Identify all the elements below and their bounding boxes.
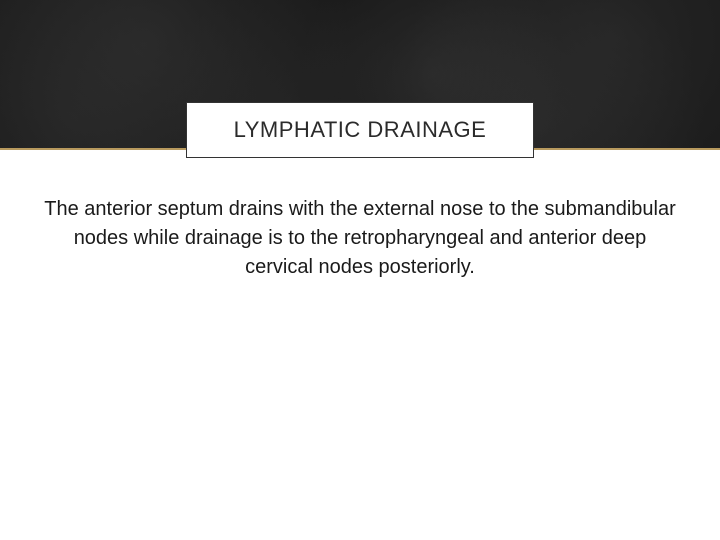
slide-title: LYMPHATIC DRAINAGE	[234, 117, 487, 143]
body-paragraph: The anterior septum drains with the exte…	[40, 195, 680, 282]
body-area: The anterior septum drains with the exte…	[40, 195, 680, 282]
title-box: LYMPHATIC DRAINAGE	[186, 102, 534, 158]
